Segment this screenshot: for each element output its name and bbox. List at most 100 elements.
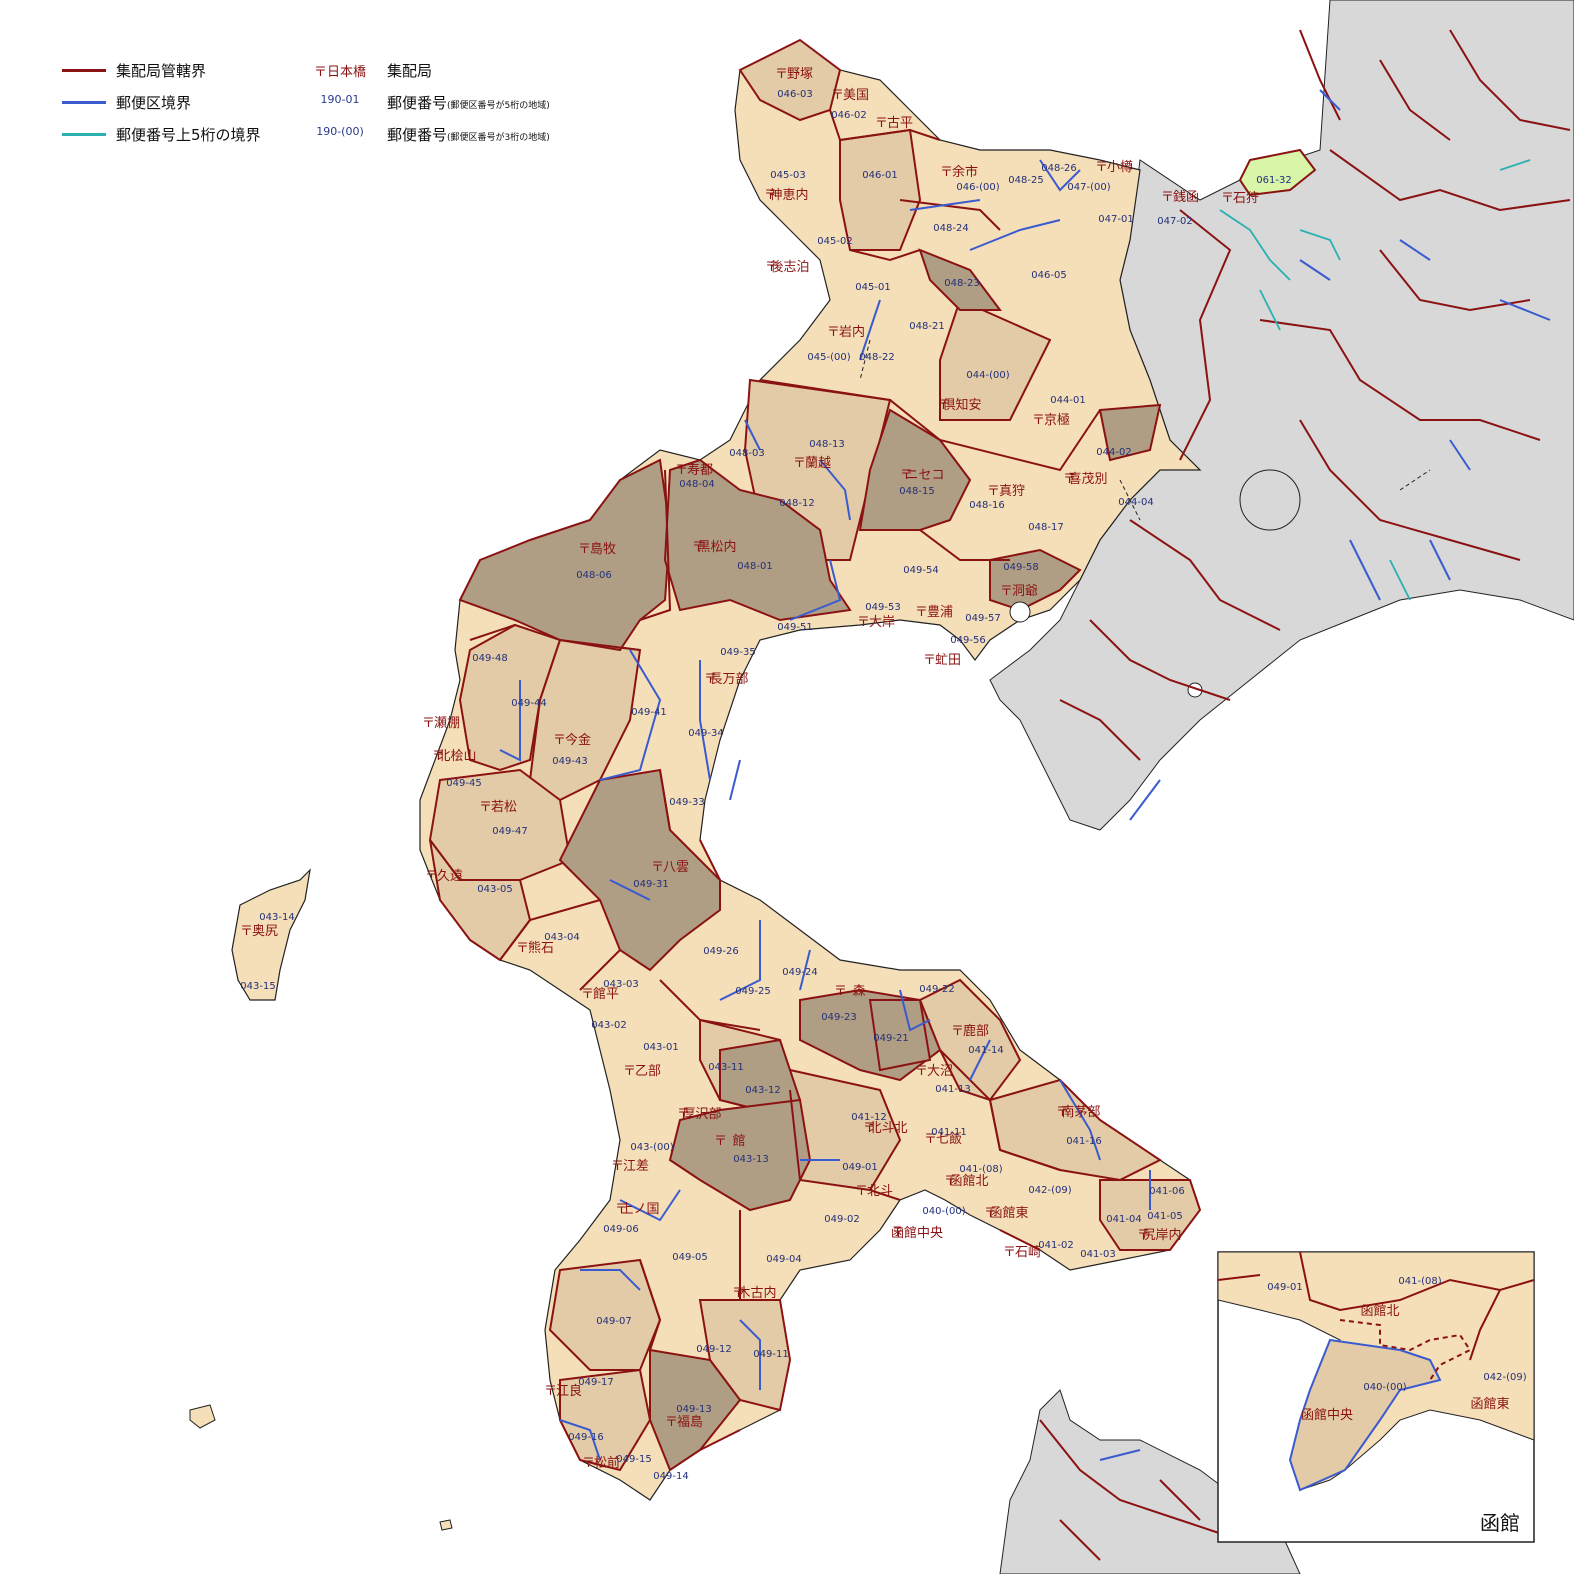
postal-code-label: 048-15 — [899, 486, 934, 497]
post-office-name: 江差 — [623, 1159, 649, 1174]
post-office-name: 洞爺 — [1012, 584, 1038, 599]
inset-post-office-label: 函館東 — [1470, 1396, 1509, 1412]
postal-code-label: 040-(00) — [922, 1206, 965, 1217]
post-office-label: 〒余市 — [940, 164, 978, 180]
post-office-name: 古平 — [887, 116, 913, 131]
postal-code-label: 049-47 — [492, 826, 527, 837]
post-office-name: 鹿部 — [963, 1023, 989, 1039]
postal-code-label: 049-23 — [821, 1012, 856, 1023]
region-mid — [939, 298, 1052, 421]
post-office-label: 〒久遠 — [425, 869, 463, 884]
post-office-label: 〒喜茂別 — [1063, 472, 1108, 487]
post-office-icon: 〒 — [732, 1286, 745, 1301]
post-office-icon: 〒 — [984, 1206, 997, 1221]
postal-code-label: 049-34 — [688, 728, 723, 739]
post-office-name: 館平 — [593, 987, 619, 1002]
postal-code-label: 045-03 — [770, 170, 805, 181]
postal-code-label: 049-51 — [777, 622, 812, 633]
post-office-icon: 〒 — [1032, 413, 1045, 428]
post-office-label: 〒江差 — [611, 1159, 649, 1174]
post-office-label: 〒木古内 — [732, 1285, 777, 1301]
postal-code-label: 048-06 — [576, 570, 611, 581]
post-office-name: 久遠 — [437, 869, 463, 884]
post-office-icon: 〒 — [578, 542, 591, 557]
post-office-label: 〒若松 — [479, 799, 517, 815]
postal-code-label: 041-14 — [968, 1045, 1003, 1056]
post-office-name: 南茅部 — [1061, 1104, 1100, 1120]
lake-toya — [1239, 469, 1301, 531]
legend-meaning: 郵便番号(郵便区番号が5桁の地域) — [387, 92, 550, 113]
post-office-name: 奥尻 — [252, 924, 278, 939]
postal-code-label: 043-03 — [603, 979, 638, 990]
post-office-label: 〒石崎 — [1003, 1245, 1041, 1260]
postal-code-label: 043-04 — [544, 932, 579, 943]
island-okushiri — [231, 868, 311, 1001]
post-office-name: 森 — [852, 984, 865, 999]
postal-code-label: 048-13 — [809, 439, 844, 450]
inset-post-office-label: 函館中央 — [1301, 1408, 1353, 1423]
post-office-name: 函館中央 — [891, 1226, 943, 1241]
inset-postal-code-label: 040-(00) — [1363, 1382, 1406, 1393]
postal-code-label: 045-(00) — [807, 352, 850, 363]
post-office-icon: 〒 — [240, 924, 253, 939]
post-office-label: 〒館平 — [581, 987, 619, 1002]
postal-code-label: 049-58 — [1003, 562, 1038, 573]
post-office-icon: 〒 — [765, 260, 778, 275]
post-office-icon: 〒 — [714, 1134, 727, 1149]
postal-code-label: 043-02 — [591, 1020, 626, 1031]
postal-code-label: 049-14 — [653, 1471, 688, 1482]
region-mid — [918, 978, 1022, 1102]
post-office-icon: 〒 — [581, 987, 594, 1002]
post-office-icon: 〒 — [764, 188, 777, 203]
postal-code-label: 049-13 — [676, 1404, 711, 1415]
lake — [1009, 601, 1031, 623]
postal-code-label: 046-05 — [1031, 270, 1066, 281]
post-office-label: 〒真狩 — [987, 484, 1025, 499]
post-office-label: 〒尻岸内 — [1137, 1227, 1182, 1243]
postal-code-label: 041-06 — [1149, 1186, 1184, 1197]
post-office-name: 真狩 — [999, 484, 1025, 499]
post-office-label: 〒森 — [834, 984, 866, 999]
region-highlight-ishikari — [1238, 148, 1317, 197]
post-office-icon: 〒 — [704, 672, 717, 687]
postal-code-label: 049-56 — [950, 635, 985, 646]
post-office-label: 〒寿都 — [675, 463, 713, 478]
postal-code-label: 043-14 — [259, 912, 294, 923]
post-office-icon: 〒 — [1063, 472, 1076, 487]
post-office-label: 〒福島 — [665, 1415, 703, 1430]
postal-code-label: 049-43 — [552, 756, 587, 767]
map-legend: 集配局管轄界 〒日本橋 集配局 郵便区境界 190-01 郵便番号(郵便区番号が… — [62, 58, 622, 158]
post-office-label: 〒熊石 — [516, 940, 554, 956]
legend-example: 190-(00) — [316, 125, 364, 138]
legend-example: 190-01 — [320, 93, 360, 106]
post-office-label: 〒長万部 — [704, 672, 749, 687]
post-office-icon: 〒 — [834, 984, 847, 999]
post-office-label: 〒倶知安 — [937, 397, 982, 413]
post-office-name: 石崎 — [1015, 1245, 1041, 1260]
postal-code-label: 046-02 — [831, 110, 866, 121]
postal-code-label: 049-31 — [633, 879, 668, 890]
post-office-label: 〒函館北 — [944, 1174, 989, 1189]
post-office-name: 野塚 — [787, 67, 813, 82]
post-office-icon: 〒 — [425, 869, 438, 884]
postal-code-label: 049-01 — [842, 1162, 877, 1173]
inset-postal-code-label: 042-(09) — [1483, 1372, 1526, 1383]
post-office-label: 〒乙部 — [623, 1064, 661, 1079]
post-office-name: 倶知安 — [942, 397, 981, 413]
post-office-icon: 〒 — [611, 1159, 624, 1174]
post-office-name: 厚沢部 — [682, 1107, 721, 1122]
legend-row-5digit-boundary: 郵便番号上5桁の境界 190-(00) 郵便番号(郵便区番号が3桁の地域) — [62, 122, 622, 148]
post-office-label: 〒石狩 — [1221, 191, 1259, 206]
postal-code-label: 049-48 — [472, 653, 507, 664]
region-dark — [918, 248, 1002, 311]
postal-code-label: 049-33 — [669, 797, 704, 808]
postal-code-label: 046-01 — [862, 170, 897, 181]
post-office-label: 〒岩内 — [827, 324, 865, 340]
post-office-icon: 〒 — [623, 1064, 636, 1079]
post-office-name: 神恵内 — [769, 187, 808, 203]
region-mid — [839, 128, 922, 251]
post-office-label: 〒七飯 — [924, 1132, 962, 1147]
post-office-name: ニセコ — [905, 468, 944, 483]
island-tiny — [439, 1519, 453, 1531]
